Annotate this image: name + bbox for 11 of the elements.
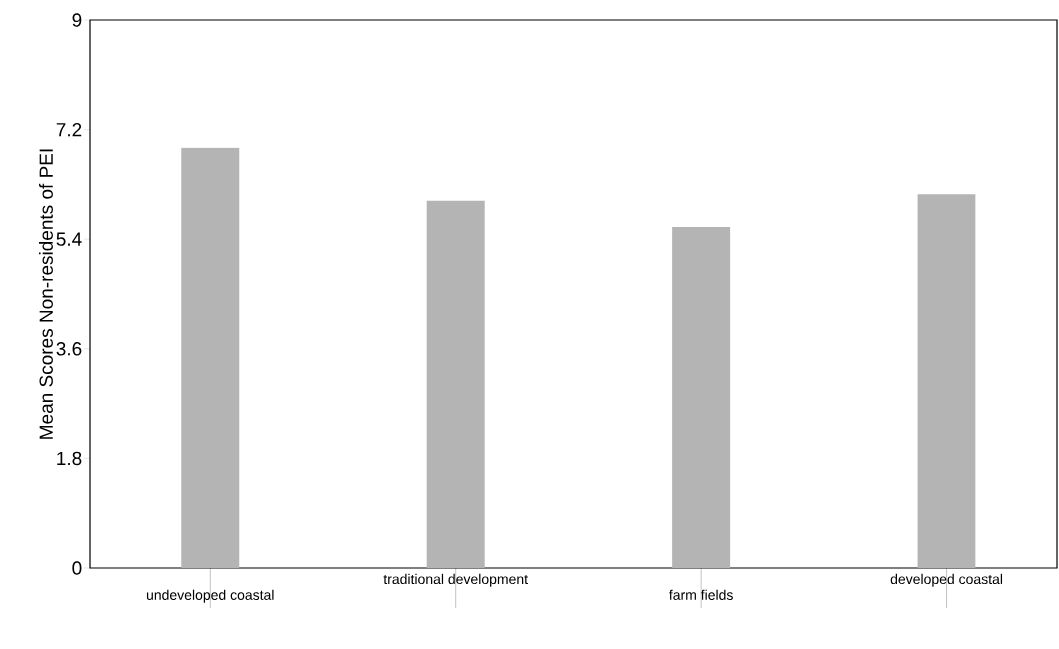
x-tick-label: undeveloped coastal [146, 589, 274, 603]
y-axis-title: Mean Scores Non-residents of PEI [38, 149, 53, 439]
y-tick-label: 9 [72, 13, 82, 27]
y-tick-label: 5.4 [56, 232, 82, 246]
x-tick-label: farm fields [669, 589, 733, 600]
x-tick-label: developed coastal [890, 573, 1003, 587]
y-tick-label: 7.2 [56, 122, 82, 137]
y-tick-label: 3.6 [56, 342, 82, 356]
x-tick-label: traditional development [383, 573, 528, 587]
y-tick-label: 1.8 [57, 451, 82, 466]
y-tick-label: 0 [72, 561, 82, 575]
